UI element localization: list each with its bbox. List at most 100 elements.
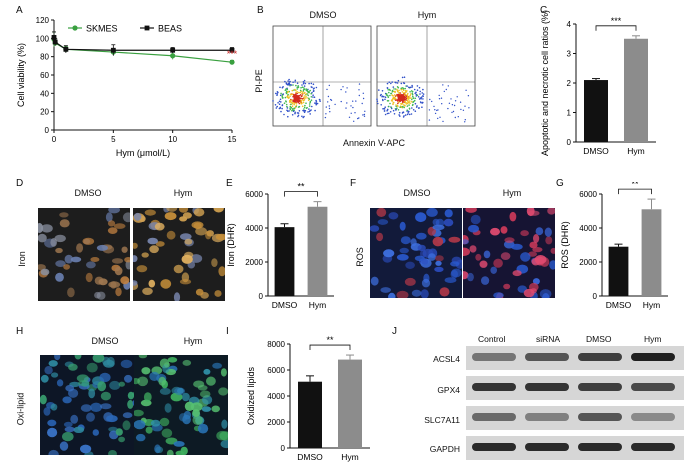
flow-event xyxy=(279,86,281,89)
flow-event xyxy=(428,109,431,111)
ros-dmso-cell xyxy=(450,261,460,267)
ros-hym-cell xyxy=(532,247,543,253)
flow-title-hym: Hym xyxy=(417,10,437,20)
flow-event xyxy=(400,87,402,90)
flow-event xyxy=(442,84,444,86)
flow-event xyxy=(361,102,363,105)
flow-event xyxy=(468,107,470,109)
blot-band xyxy=(578,443,622,451)
flow-event xyxy=(308,110,311,113)
flow-event xyxy=(308,105,311,107)
oxilipid-dmso-cell xyxy=(47,427,58,438)
flow-event xyxy=(345,91,347,93)
c-y-tick-label: 0 xyxy=(567,138,572,147)
flow-event xyxy=(293,94,296,96)
iron-hym-cell xyxy=(133,212,142,221)
flow-event xyxy=(281,95,283,98)
flow-event xyxy=(406,96,409,99)
flow-event xyxy=(396,82,399,84)
iron-hym-cell xyxy=(211,258,218,267)
flow-event xyxy=(300,99,302,102)
ros-dmso-cell xyxy=(416,232,427,240)
flow-event xyxy=(397,86,400,89)
flow-event xyxy=(397,90,399,93)
flow-event xyxy=(284,80,286,83)
flow-event xyxy=(304,110,306,112)
flow-event xyxy=(464,105,466,107)
blot-band xyxy=(525,413,569,421)
flow-event xyxy=(422,93,425,95)
flow-event xyxy=(387,100,390,102)
flow-event xyxy=(404,93,406,96)
i-x-tick-label: DMSO xyxy=(297,452,323,462)
iron-dmso-cell xyxy=(50,238,57,247)
flow-event xyxy=(303,87,305,89)
oxilipid-hym-cell xyxy=(212,362,222,369)
ros-hym-cell xyxy=(463,239,469,245)
ros-hym-cell xyxy=(545,236,553,245)
oxilipid-hym-cell xyxy=(159,387,171,395)
flow-event xyxy=(390,92,392,95)
ros-dmso-cell xyxy=(399,221,406,231)
i-y-tick-label: 0 xyxy=(281,444,286,453)
panel-f-ros-images: DMSO Hym ROS xyxy=(352,188,555,308)
oxilipid-hym-cell xyxy=(190,402,203,412)
ros-dmso-cell xyxy=(439,287,450,297)
oxilipid-dmso-cell xyxy=(44,366,53,375)
flow-event xyxy=(411,84,413,87)
flow-event xyxy=(295,104,298,106)
g-y-tick-label: 6000 xyxy=(579,190,597,199)
blot-band xyxy=(472,383,516,391)
oxilipid-dmso-cell xyxy=(50,403,58,411)
flow-event xyxy=(302,109,304,112)
flow-event xyxy=(299,97,301,100)
ros-dmso-cell xyxy=(399,247,409,254)
flow-event xyxy=(416,85,419,87)
flow-event xyxy=(406,95,409,97)
iron-hym-cell xyxy=(173,292,181,301)
flow-event xyxy=(387,96,390,98)
flow-event xyxy=(408,113,411,116)
flow-event xyxy=(319,100,321,102)
flow-event xyxy=(282,93,284,95)
flow-event xyxy=(408,110,410,113)
flow-event xyxy=(285,92,288,95)
iron-dmso-cell xyxy=(64,254,73,264)
panel-d-iron-images: DMSO Hym Iron xyxy=(17,188,225,308)
flow-event xyxy=(422,95,424,97)
iron-dmso-cell xyxy=(63,264,70,270)
flow-event xyxy=(448,102,451,105)
ros-dmso-cell xyxy=(421,258,429,265)
blot-band xyxy=(631,443,675,451)
oxilipid-hym-cell xyxy=(199,390,211,398)
flow-event xyxy=(412,101,414,103)
flow-event xyxy=(408,108,411,110)
flow-event xyxy=(305,107,308,109)
flow-event xyxy=(386,108,389,111)
oxilipid-dmso-cell xyxy=(120,359,133,369)
oxilipid-hym-cell xyxy=(145,426,153,434)
flow-event xyxy=(421,92,423,94)
flow-event xyxy=(358,94,360,97)
flow-event xyxy=(297,115,299,118)
ros-hym-cell xyxy=(549,260,555,270)
blot-col-dmso: DMSO xyxy=(586,334,612,344)
iron-hym-cell xyxy=(154,222,165,231)
oxilipid-hym-cell xyxy=(167,357,178,363)
flow-event xyxy=(395,108,397,111)
i-y-tick-label: 6000 xyxy=(267,366,285,375)
flow-event xyxy=(314,109,316,112)
oxilipid-dmso-cell xyxy=(76,374,89,382)
ros-hym-cell xyxy=(479,260,488,268)
flow-event xyxy=(304,104,306,107)
flow-event xyxy=(399,100,401,102)
blot-row-gpx4: GPX4 xyxy=(437,385,460,395)
iron-dmso-cell xyxy=(76,243,84,253)
blot-image xyxy=(466,346,684,460)
flow-event xyxy=(412,95,414,98)
ros-dmso-cell xyxy=(404,277,416,286)
iron-hym-cell xyxy=(218,266,225,277)
flow-event xyxy=(362,97,365,100)
flow-event xyxy=(395,105,397,108)
ros-hym-cell xyxy=(483,250,491,259)
